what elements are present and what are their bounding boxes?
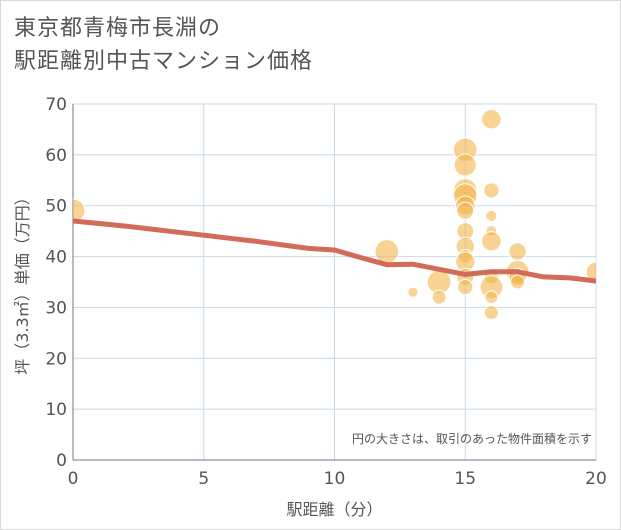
y-tick-label: 70 bbox=[45, 95, 67, 115]
y-tick-label: 50 bbox=[45, 197, 67, 217]
chart-title-line2: 駅距離別中古マンション価格 bbox=[14, 49, 314, 74]
bubble-series bbox=[73, 109, 596, 321]
bubble-point[interactable] bbox=[481, 231, 502, 252]
y-tick-label: 10 bbox=[45, 400, 67, 420]
bubble-point[interactable] bbox=[485, 209, 498, 222]
trend-line bbox=[73, 218, 596, 284]
x-tick-label: 15 bbox=[454, 469, 476, 489]
chart-title: 東京都青梅市長淵の 駅距離別中古マンション価格 bbox=[14, 12, 313, 78]
bubble-point[interactable] bbox=[431, 289, 447, 305]
x-tick-label: 0 bbox=[68, 469, 79, 489]
x-tick-label: 10 bbox=[324, 469, 346, 489]
bubble-point[interactable] bbox=[453, 153, 477, 177]
bubble-point[interactable] bbox=[483, 305, 499, 321]
chart-title-line1: 東京都青梅市長淵の bbox=[14, 16, 222, 41]
bubble-point[interactable] bbox=[510, 274, 526, 290]
bubble-point[interactable] bbox=[457, 278, 474, 296]
y-tick-label: 60 bbox=[45, 146, 67, 166]
bubble-point[interactable] bbox=[481, 109, 502, 130]
x-tick-label: 20 bbox=[585, 469, 607, 489]
bubble-size-note: 円の大きさは、取引のあった物件面積を示す bbox=[352, 431, 592, 446]
y-axis-title: 坪（3.3㎡）単価（万円） bbox=[13, 189, 32, 374]
y-tick-label: 20 bbox=[45, 349, 67, 369]
bubble-point[interactable] bbox=[483, 182, 500, 199]
x-tick-label: 5 bbox=[198, 469, 209, 489]
x-axis-title: 駅距離（分） bbox=[286, 500, 382, 519]
y-tick-label: 30 bbox=[45, 298, 67, 318]
bubble-point[interactable] bbox=[407, 286, 419, 298]
y-tick-label: 0 bbox=[56, 451, 67, 471]
bubble-point[interactable] bbox=[508, 242, 527, 261]
bubble-point[interactable] bbox=[374, 239, 400, 264]
y-tick-label: 40 bbox=[45, 248, 67, 268]
bubble-point[interactable] bbox=[456, 201, 475, 220]
bubble-point[interactable] bbox=[484, 290, 499, 305]
